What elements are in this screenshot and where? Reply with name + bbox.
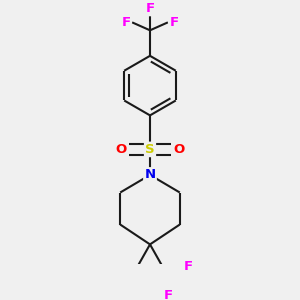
Text: F: F xyxy=(184,260,193,273)
Text: N: N xyxy=(144,168,156,182)
Text: F: F xyxy=(146,2,154,15)
Text: F: F xyxy=(164,289,173,300)
Text: F: F xyxy=(121,16,130,29)
Text: O: O xyxy=(116,143,127,156)
Text: S: S xyxy=(145,143,155,156)
Text: O: O xyxy=(173,143,184,156)
Text: F: F xyxy=(169,16,179,29)
